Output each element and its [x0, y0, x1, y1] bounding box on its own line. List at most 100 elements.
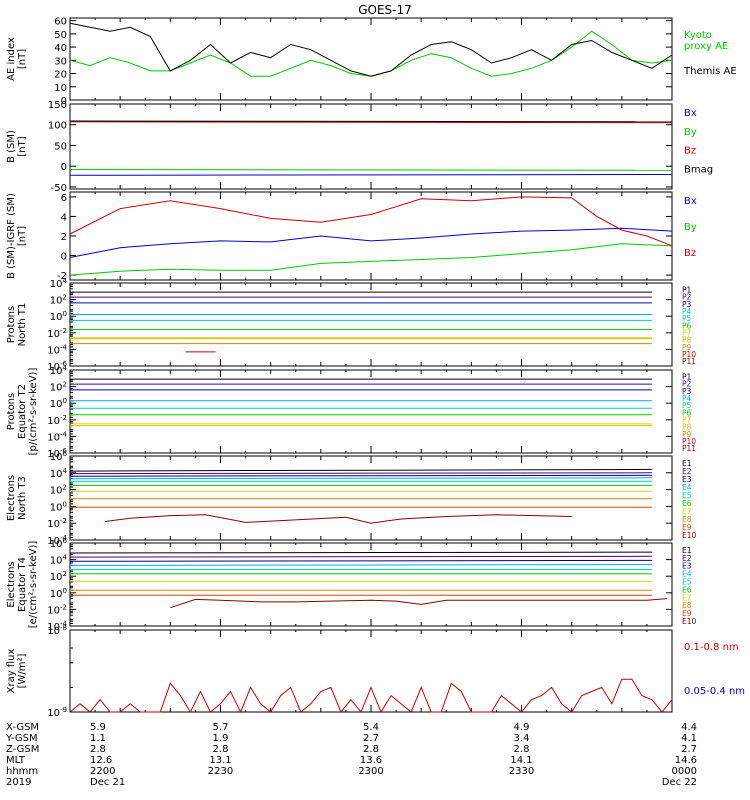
y-tick-label: 100: [50, 397, 67, 410]
legend-entry: E10: [682, 617, 697, 626]
y-tick-label: 100: [50, 500, 67, 513]
legend-entry: E2: [682, 554, 692, 563]
y-tick-label: 2: [61, 232, 67, 243]
y-axis-label: Xray flux [W/m²]: [6, 649, 28, 694]
ephemeris-row-label: MLT: [6, 755, 26, 766]
legend-entry: Bmag: [684, 164, 713, 175]
legend-entry: E5: [682, 491, 692, 500]
legend-entry: E4: [682, 570, 692, 579]
legend-entry: Bz: [684, 146, 696, 157]
y-tick-label: 102: [50, 570, 67, 583]
legend-entry: By: [684, 222, 697, 233]
ephemeris-value: 1.1: [90, 733, 106, 744]
legend-entry: E6: [682, 499, 692, 508]
y-tick-label: 104: [50, 277, 68, 290]
y-tick-label: 104: [50, 554, 68, 567]
y-axis-label-line: Electrons: [6, 561, 17, 607]
y-tick-label: 40: [54, 43, 67, 54]
ephemeris-value: 5.7: [213, 722, 229, 733]
legend-entry: Bx: [684, 108, 697, 119]
ephemeris-row-label: hhmm: [6, 766, 38, 777]
ephemeris-value: 2.8: [213, 744, 229, 755]
y-tick-label: 102: [50, 381, 67, 394]
legend-entry: P3: [682, 300, 692, 309]
y-axis-label: Electrons Equator T4 [e/(cm²-s-sr-keV)]: [6, 541, 39, 629]
legend-entry: E10: [682, 531, 697, 540]
legend-entry: Bz: [684, 248, 696, 259]
y-tick-label: 10-2: [47, 414, 67, 427]
y-axis-label: B (SM)-IGRF (SM) [nT]: [6, 193, 28, 279]
ephemeris-row-label: Y-GSM: [5, 733, 38, 744]
y-axis-label-line: AE index: [6, 37, 17, 81]
ephemeris-value: 4.9: [514, 722, 530, 733]
legend-entry: P7: [682, 415, 692, 424]
y-axis-label-line: [nT]: [17, 49, 28, 69]
y-axis-label: AE index [nT]: [6, 37, 28, 81]
y-tick-label: 10-2: [47, 517, 67, 530]
series-line-themis-ae: [69, 22, 673, 77]
legend-entry: proxy AE: [684, 41, 728, 52]
ephemeris-value: 13.6: [360, 755, 382, 766]
series-line-bz: [69, 196, 673, 247]
series-line-e2: [69, 555, 652, 558]
panel-frame: [69, 542, 673, 627]
legend-entry: Themis AE: [683, 66, 737, 77]
y-axis-label-line: [W/m²]: [17, 653, 28, 688]
legend-entry: P5: [682, 401, 692, 410]
y-axis-label-line: Electrons: [6, 475, 17, 521]
legend-entry: By: [684, 127, 697, 138]
ephemeris-value: 1.9: [213, 733, 229, 744]
legend-entry: P1: [682, 285, 692, 294]
ephemeris-value: 2300: [358, 766, 383, 777]
y-tick-label: 106: [50, 450, 68, 463]
ephemeris-value: 12.6: [90, 755, 112, 766]
series-line-bz: [69, 121, 673, 124]
legend-entry: P4: [682, 394, 692, 403]
y-axis-label-line: B (SM): [6, 130, 17, 163]
legend-entry: P9: [682, 343, 692, 352]
series-line-e1: [69, 468, 652, 472]
ephemeris-value: 4.4: [681, 722, 697, 733]
y-tick-label: 150: [48, 100, 67, 111]
legend-entry: Kyoto: [684, 30, 712, 41]
panel-frame: [69, 455, 673, 541]
y-tick-label: 4: [61, 212, 67, 223]
y-axis-label-line: [p/(cm²-s-sr-keV)]: [28, 368, 39, 456]
ephemeris-value: 2.8: [514, 744, 530, 755]
series-line-e3: [69, 474, 652, 477]
legend-entry: E4: [682, 483, 692, 492]
legend-entry: P3: [682, 387, 692, 396]
ephemeris-value: 4.1: [681, 733, 697, 744]
legend-entry: E8: [682, 515, 692, 524]
y-axis-label-line: [nT]: [17, 226, 28, 246]
ephemeris-value: 14.6: [675, 755, 697, 766]
series-line-bx: [69, 174, 673, 176]
y-axis-label-line: North T1: [17, 303, 28, 347]
y-axis-label-line: Equator T4: [17, 557, 28, 612]
y-tick-label: 10: [54, 83, 67, 94]
series-line-e1: [69, 551, 652, 554]
legend-entry: E1: [682, 459, 692, 468]
legend-entry: P11: [682, 444, 696, 453]
y-axis-label: Electrons North T3: [6, 475, 28, 521]
ephemeris-row-label: 2019: [6, 777, 31, 788]
ephemeris-value: 14.1: [510, 755, 532, 766]
legend-entry: P4: [682, 307, 692, 316]
ephemeris-row-label: Z-GSM: [6, 744, 39, 755]
legend-entry: P2: [682, 380, 692, 389]
legend-entry: E7: [682, 507, 692, 516]
y-tick-label: 10-2: [47, 603, 67, 616]
y-axis-label: Protons Equator T2 [p/(cm²-s-sr-keV)]: [6, 368, 39, 456]
y-tick-label: 10-2: [47, 327, 67, 340]
y-tick-label: 6: [61, 193, 67, 204]
legend-entry: P8: [682, 423, 692, 432]
ephemeris-value: 3.4: [514, 733, 530, 744]
ephemeris-value: Dec 21: [90, 777, 125, 788]
series-line-e10: [170, 598, 668, 609]
y-axis-label: B (SM) [nT]: [6, 130, 28, 163]
